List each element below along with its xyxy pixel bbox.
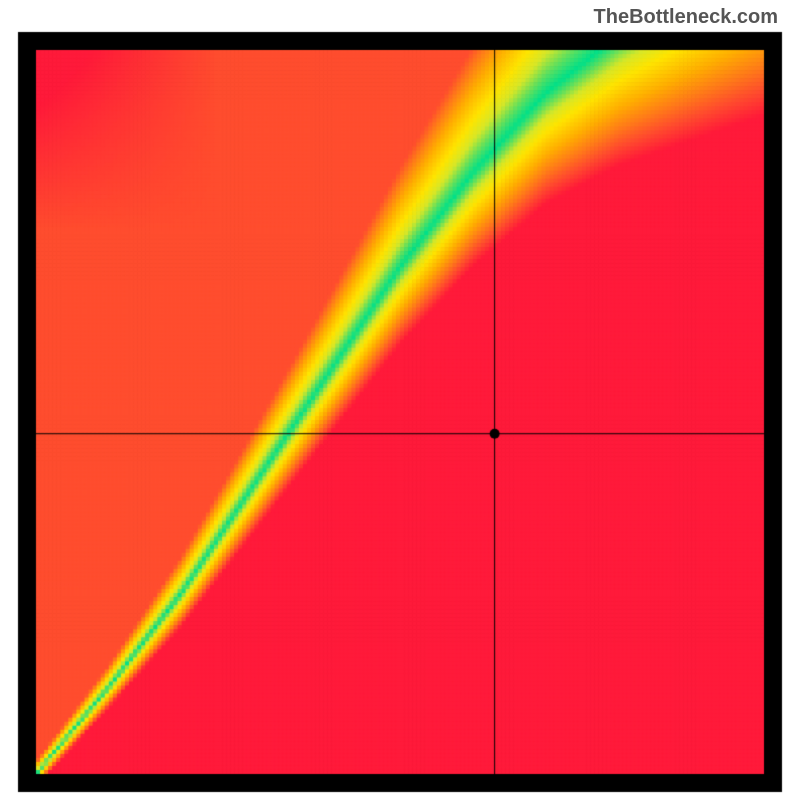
bottleneck-heatmap bbox=[0, 0, 800, 800]
watermark-text: TheBottleneck.com bbox=[594, 6, 778, 29]
